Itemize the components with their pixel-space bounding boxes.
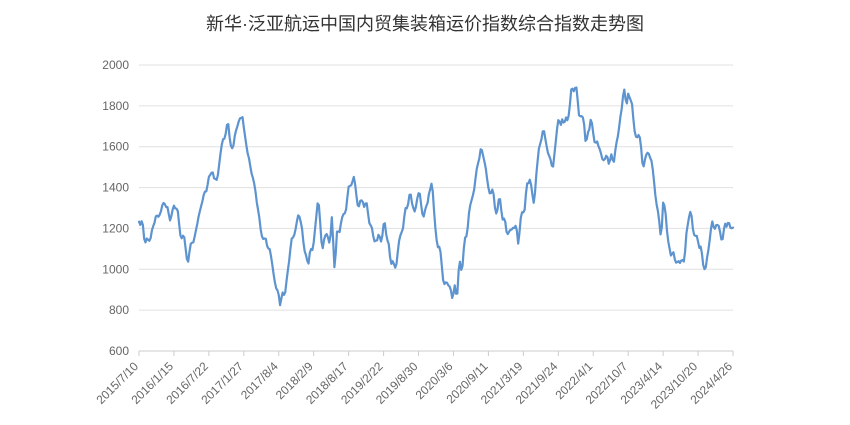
svg-text:2017/8/4: 2017/8/4 <box>238 359 281 402</box>
svg-text:2000: 2000 <box>102 58 129 72</box>
svg-text:1000: 1000 <box>102 262 129 276</box>
svg-text:1800: 1800 <box>102 99 129 113</box>
svg-text:600: 600 <box>109 344 129 358</box>
svg-text:1400: 1400 <box>102 181 129 195</box>
svg-text:1600: 1600 <box>102 140 129 154</box>
svg-text:800: 800 <box>109 303 129 317</box>
svg-text:1200: 1200 <box>102 221 129 235</box>
